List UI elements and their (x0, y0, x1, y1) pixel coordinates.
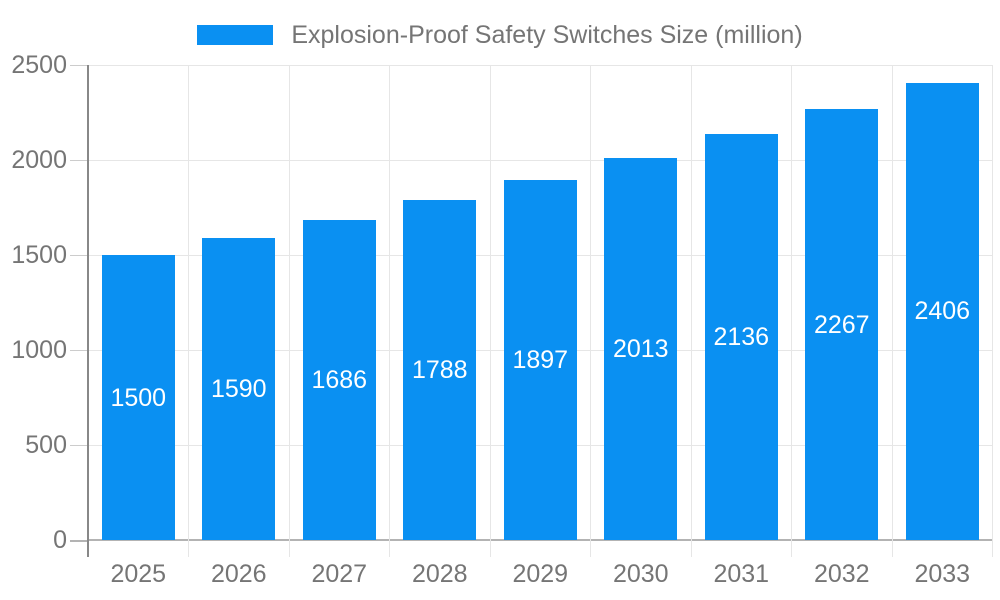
x-tick-label: 2032 (813, 560, 870, 588)
x-tick-label: 2026 (210, 560, 267, 588)
bar (704, 134, 778, 540)
y-axis-line (87, 65, 89, 557)
x-tick-label: 2027 (311, 560, 368, 588)
x-tick-label: 2025 (110, 560, 167, 588)
bar-value-label: 1500 (110, 383, 167, 412)
x-gridline (690, 65, 692, 557)
x-gridline (590, 65, 591, 557)
y-axis-tick (70, 444, 88, 446)
bar (905, 82, 979, 540)
y-axis-tick (70, 349, 88, 351)
y-tick-label: 0 (53, 526, 67, 554)
y-tick-label: 2500 (11, 51, 67, 79)
bar-value-label: 1686 (311, 365, 368, 394)
bar-value-label: 2136 (713, 323, 770, 352)
bar (403, 200, 477, 540)
bar (202, 237, 276, 540)
x-tick-label: 2033 (914, 560, 971, 588)
x-gridline (791, 65, 792, 557)
bar-value-label: 2267 (813, 310, 870, 339)
x-gridline (992, 65, 993, 557)
bar (503, 179, 577, 540)
x-gridline (891, 65, 893, 557)
bar-value-label: 1897 (512, 345, 569, 374)
y-axis-tick (70, 64, 88, 66)
bar (805, 109, 879, 540)
x-tick-label: 2029 (512, 560, 569, 588)
x-tick-label: 2030 (612, 560, 669, 588)
x-gridline (389, 65, 390, 557)
y-gridline (88, 64, 993, 66)
x-axis-baseline (88, 539, 993, 541)
x-gridline (188, 65, 189, 557)
y-tick-label: 1500 (11, 241, 67, 269)
y-axis-tick (70, 254, 88, 256)
y-axis-tick (70, 539, 88, 542)
bar (604, 157, 678, 540)
x-gridline (288, 65, 290, 557)
bar-value-label: 2406 (914, 297, 971, 326)
y-gridline (88, 159, 993, 161)
chart-legend: Explosion-Proof Safety Switches Size (mi… (0, 21, 1000, 49)
x-tick-label: 2028 (411, 560, 468, 588)
legend-swatch-icon (197, 25, 274, 45)
bar-value-label: 2013 (612, 334, 669, 363)
x-tick-label: 2031 (713, 560, 770, 588)
bar-value-label: 1590 (210, 374, 267, 403)
y-tick-label: 1000 (11, 336, 67, 364)
y-axis-tick (70, 159, 88, 161)
x-gridline (489, 65, 491, 557)
bar (302, 219, 376, 540)
bar-value-label: 1788 (411, 356, 468, 385)
legend-label: Explosion-Proof Safety Switches Size (mi… (291, 21, 803, 49)
y-tick-label: 2000 (11, 146, 67, 174)
bar (101, 255, 175, 540)
y-tick-label: 500 (25, 431, 67, 459)
